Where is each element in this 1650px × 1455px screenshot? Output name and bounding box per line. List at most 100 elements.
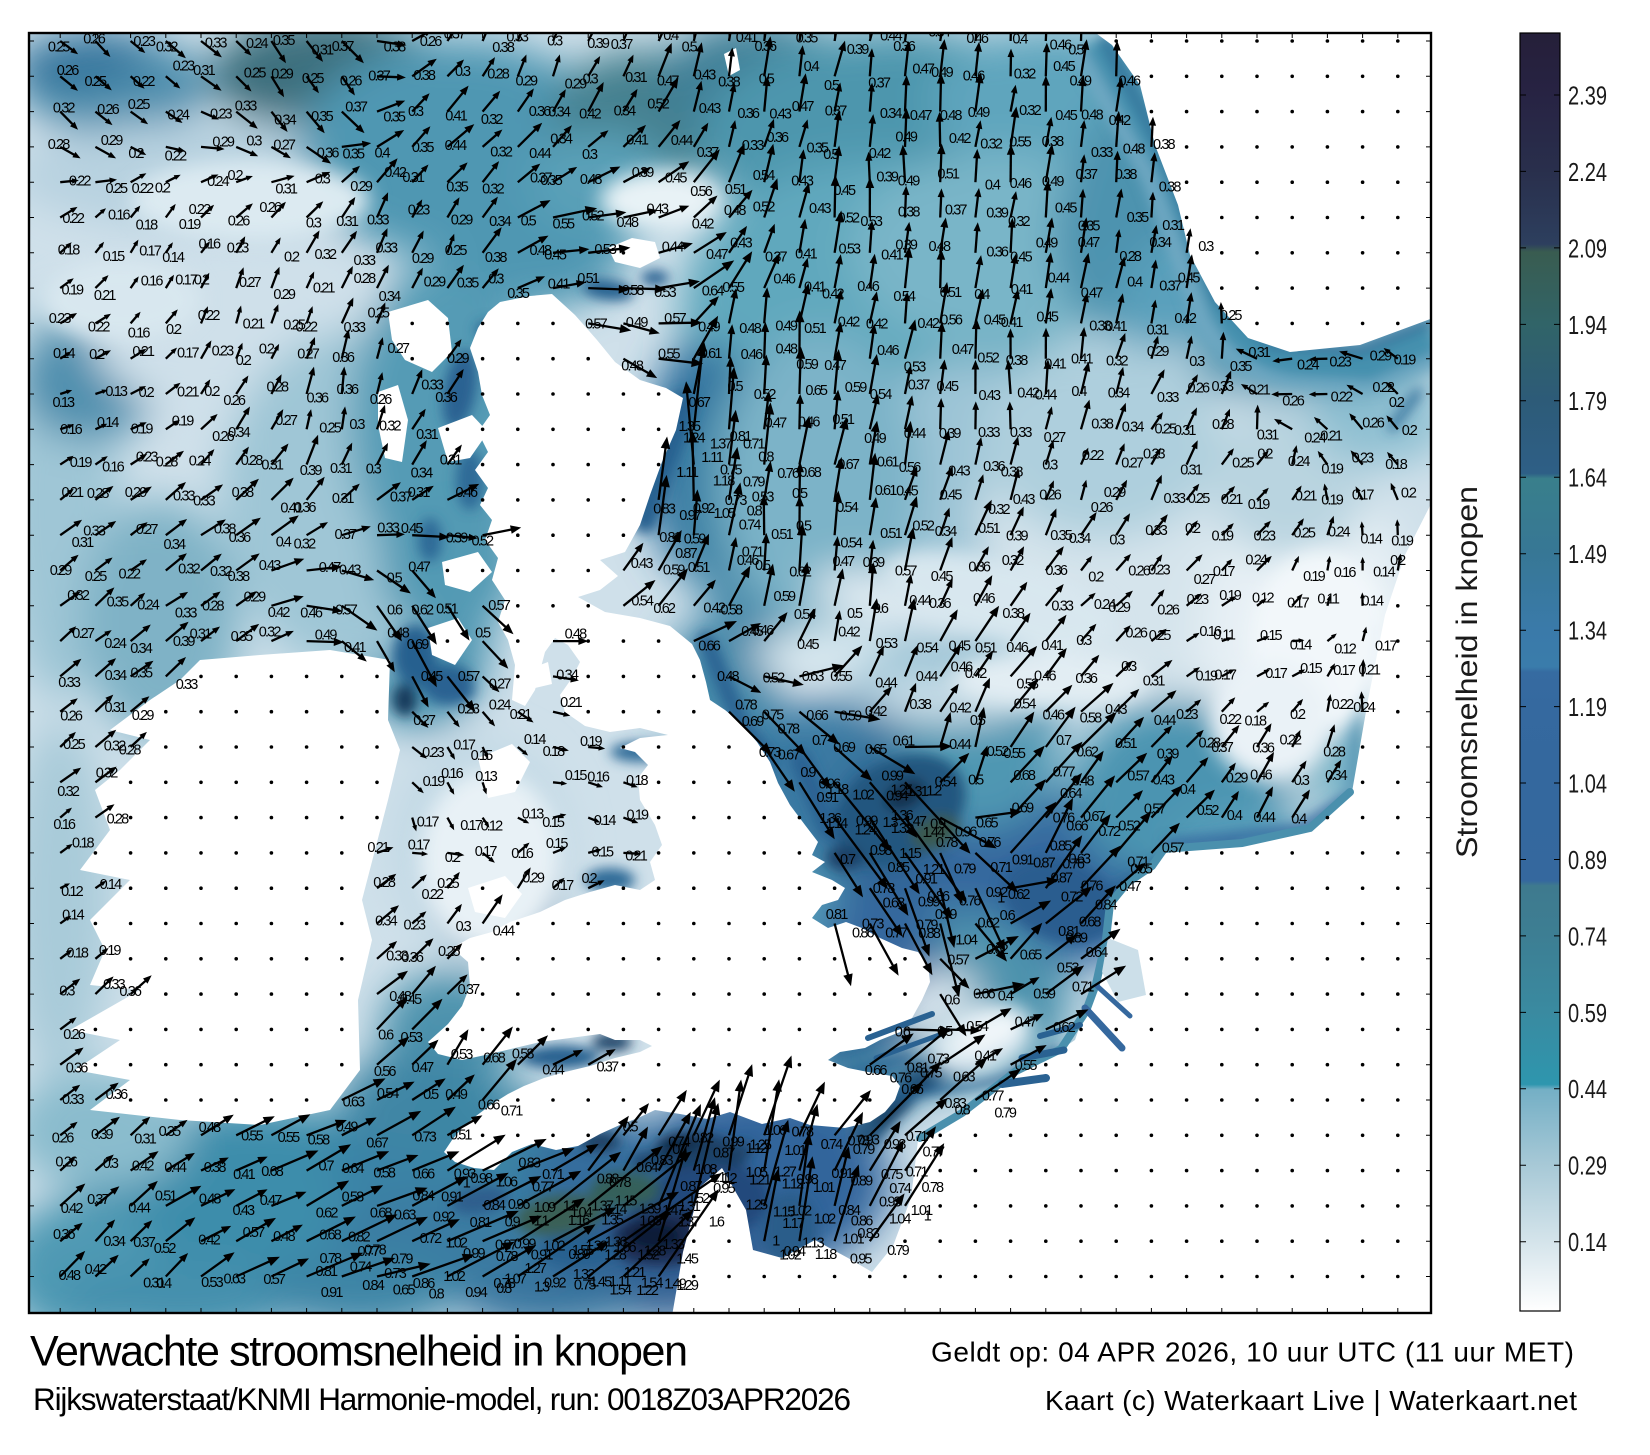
svg-text:0.25: 0.25 [438,944,461,960]
svg-text:0.49: 0.49 [445,1087,468,1103]
svg-text:0.51: 0.51 [725,182,748,198]
svg-text:0.54: 0.54 [870,387,893,403]
svg-text:0.34: 0.34 [880,106,903,122]
svg-text:0.29: 0.29 [101,133,124,149]
svg-text:0.42: 0.42 [866,316,889,332]
svg-text:0.21: 0.21 [1295,489,1318,505]
svg-text:1.47: 1.47 [662,1203,685,1219]
svg-text:0.43: 0.43 [647,201,670,217]
svg-text:0.75: 0.75 [920,1066,943,1082]
svg-text:0.36: 0.36 [106,1087,129,1103]
svg-text:0.48: 0.48 [940,108,963,124]
svg-text:0.78: 0.78 [848,1133,871,1149]
svg-text:0.36: 0.36 [1045,563,1068,579]
svg-text:1.01: 1.01 [911,1203,934,1219]
svg-text:0.25: 0.25 [1232,456,1255,472]
svg-text:0.32: 0.32 [294,537,317,553]
svg-text:0.73: 0.73 [927,1052,950,1068]
svg-text:0.37: 0.37 [335,527,358,543]
svg-text:0.3: 0.3 [1189,354,1205,370]
svg-text:0.37: 0.37 [87,1192,110,1208]
svg-text:0.26: 0.26 [83,32,106,48]
svg-text:0.45: 0.45 [544,247,567,263]
svg-text:0.52: 0.52 [838,210,861,226]
svg-text:0.22: 0.22 [133,74,156,90]
svg-text:0.22: 0.22 [198,308,221,324]
svg-text:1.54: 1.54 [610,1283,633,1299]
svg-text:0.15: 0.15 [1260,628,1283,644]
svg-text:0.45: 0.45 [400,992,423,1008]
svg-text:1.14: 1.14 [826,816,849,832]
svg-text:0.34: 0.34 [548,104,571,120]
svg-text:0.52: 0.52 [472,534,495,550]
svg-text:0.51: 0.51 [436,602,459,618]
svg-text:0.79: 0.79 [887,1243,910,1259]
svg-text:1.11: 1.11 [701,450,724,466]
svg-text:0.32: 0.32 [210,564,233,580]
svg-text:0.16: 0.16 [1334,565,1357,581]
svg-text:1.47: 1.47 [904,814,927,830]
svg-text:0.28: 0.28 [202,598,225,614]
svg-text:0.44: 0.44 [875,676,898,692]
svg-text:0.51: 0.51 [937,167,960,183]
svg-text:0.89: 0.89 [1066,930,1089,946]
svg-text:0.23: 0.23 [408,203,431,219]
svg-text:0.48: 0.48 [739,321,762,337]
svg-text:0.12: 0.12 [1334,642,1357,658]
svg-text:0.74: 0.74 [821,1137,844,1153]
svg-text:0.42: 0.42 [917,316,940,332]
svg-text:0.21: 0.21 [560,695,583,711]
svg-text:1.06: 1.06 [765,1123,788,1139]
svg-text:1.35: 1.35 [601,1213,624,1229]
svg-text:0.66: 0.66 [973,987,996,1003]
svg-text:0.68: 0.68 [483,1051,506,1067]
svg-text:0.91: 0.91 [915,871,938,887]
svg-text:0.17: 0.17 [177,346,200,362]
svg-text:0.52: 0.52 [977,351,1000,367]
svg-text:0.19: 0.19 [99,943,122,959]
svg-text:0.71: 0.71 [990,860,1013,876]
svg-text:1.11: 1.11 [609,1274,632,1290]
svg-text:0.32: 0.32 [67,588,90,604]
svg-text:0.81: 0.81 [1058,924,1081,940]
svg-text:0.37: 0.37 [825,104,848,120]
svg-text:0.44: 0.44 [128,1200,151,1216]
svg-text:0.32: 0.32 [53,100,76,116]
svg-text:0.46: 0.46 [857,279,880,295]
svg-text:0.5: 0.5 [792,486,808,502]
svg-text:0.19: 0.19 [580,734,603,750]
svg-text:0.28: 0.28 [1323,745,1346,761]
svg-text:0.48: 0.48 [580,172,603,188]
svg-text:0.99: 0.99 [722,1134,745,1150]
svg-text:0.72: 0.72 [420,1231,443,1247]
svg-text:0.39: 0.39 [173,634,196,650]
svg-text:0.31: 0.31 [275,181,298,197]
svg-text:0.81: 0.81 [730,429,753,445]
svg-text:1.15: 1.15 [773,1204,796,1220]
svg-text:0.51: 0.51 [832,412,855,428]
svg-text:0.16: 0.16 [53,817,76,833]
svg-text:0.2: 0.2 [284,250,300,266]
svg-text:0.53: 0.53 [401,1030,424,1046]
svg-text:1.27: 1.27 [524,1261,547,1277]
svg-text:0.94: 0.94 [886,789,909,805]
svg-text:0.55: 0.55 [658,347,681,363]
svg-text:0.99: 0.99 [935,907,958,923]
svg-text:0.52: 0.52 [987,744,1010,760]
svg-text:0.76: 0.76 [959,893,982,909]
svg-text:0.19: 0.19 [62,282,85,298]
svg-text:0.28: 0.28 [1199,736,1222,752]
svg-text:0.22: 0.22 [69,174,92,190]
svg-text:0.5: 0.5 [823,147,839,163]
svg-text:0.2: 0.2 [1257,447,1273,463]
svg-text:0.96: 0.96 [819,777,842,793]
svg-text:0.47: 0.47 [765,416,788,432]
svg-text:0.5: 0.5 [623,1119,639,1135]
svg-text:0.34: 0.34 [550,132,573,148]
svg-text:0.41: 0.41 [1011,282,1034,298]
svg-text:0.76: 0.76 [979,835,1002,851]
svg-text:0.2: 0.2 [1185,521,1201,537]
svg-text:1.54: 1.54 [641,1276,664,1292]
svg-text:0.45: 0.45 [741,624,764,640]
svg-text:0.92: 0.92 [433,1210,456,1226]
